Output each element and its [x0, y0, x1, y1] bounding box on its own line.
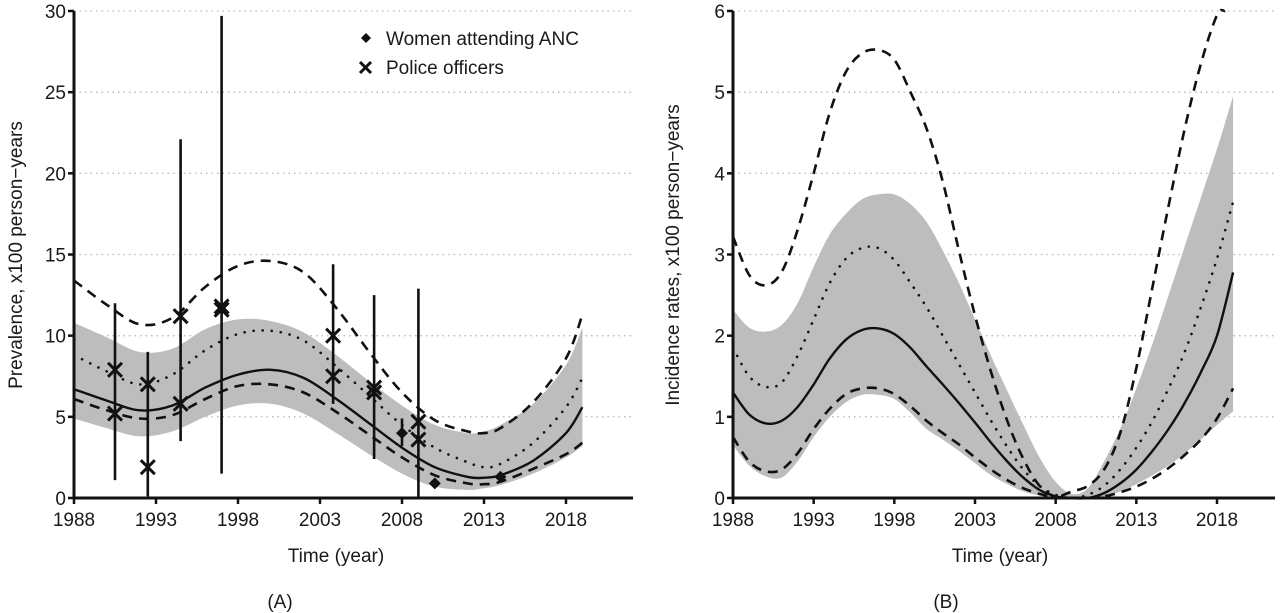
y-tick-label: 15	[45, 246, 66, 267]
confidence-band	[74, 318, 583, 490]
y-tick-label: 1	[714, 408, 725, 429]
series-line-solid	[732, 272, 1235, 500]
x-tick-label: 2008	[381, 510, 423, 531]
police-officers-point	[172, 308, 189, 325]
x-tick-label: 2008	[1035, 510, 1077, 531]
y-tick-label: 20	[45, 164, 66, 185]
y-tick-label: 30	[45, 2, 66, 23]
x-tick-label: 2003	[299, 510, 341, 531]
y-tick-label: 4	[714, 164, 725, 185]
anc-women-point	[494, 470, 507, 483]
y-axis-label: Incidence rates, x100 person−years	[663, 104, 684, 406]
police-officers-point	[325, 368, 342, 385]
police-officers-point	[139, 459, 156, 476]
y-tick-label: 5	[714, 83, 725, 104]
police-officers-point	[410, 413, 427, 430]
series-line-dashed	[73, 382, 584, 486]
police-officers-point	[366, 384, 383, 401]
y-tick-label: 3	[714, 246, 725, 267]
legend-label: Women attending ANC	[386, 29, 579, 50]
data-points	[106, 15, 507, 498]
y-axis-label: Prevalence, x100 person−years	[6, 121, 27, 389]
police-officers-point	[172, 395, 189, 412]
police-officers-point	[106, 361, 124, 378]
legend: Women attending ANC Police officers	[358, 29, 579, 79]
panel-b: 0 1 2 3 4 5 6 1988 1993 1998 2003 2008 2013 2018 Time…	[663, 2, 1275, 613]
x-tick-label: 1993	[793, 510, 835, 531]
police-officers-point	[325, 327, 342, 344]
anc-women-point	[428, 477, 441, 490]
x-tick-label: 2018	[545, 510, 587, 531]
y-tick-label: 10	[45, 327, 66, 348]
y-tick-label: 6	[714, 2, 725, 23]
axes	[727, 9, 1275, 504]
police-officers-point	[139, 376, 156, 393]
series-line-dashed	[731, 386, 1235, 500]
y-tick-label: 2	[714, 327, 725, 348]
confidence-band	[733, 96, 1234, 499]
police-officers-point	[106, 405, 124, 422]
tick-labels: 0 1 2 3 4 5 6 1988 1993 1998 2003 2008 2013 2018	[712, 2, 1238, 531]
x-tick-label: 2003	[954, 510, 996, 531]
police-officers-point	[410, 431, 427, 448]
legend-cross-marker	[358, 60, 373, 75]
axes	[68, 9, 633, 504]
police-officers-point	[213, 298, 230, 315]
y-tick-label: 0	[55, 489, 66, 510]
x-tick-label: 2018	[1196, 510, 1238, 531]
series-lines	[731, 8, 1235, 500]
series-line-dotted	[731, 200, 1235, 500]
x-tick-label: 1998	[873, 510, 915, 531]
x-axis-label: Time (year)	[952, 546, 1048, 567]
y-tick-label: 5	[55, 408, 66, 429]
x-tick-label: 1998	[217, 510, 259, 531]
police-officers-point	[366, 379, 383, 396]
series-line-dashed	[731, 8, 1226, 498]
panel-label: (A)	[267, 592, 292, 613]
police-officers-point	[213, 301, 230, 318]
confidence-band-group	[733, 96, 1234, 499]
x-axis-label: Time (year)	[288, 546, 384, 567]
x-tick-label: 2013	[1115, 510, 1157, 531]
x-tick-label: 1993	[135, 510, 177, 531]
y-tick-label: 25	[45, 83, 66, 104]
legend-label: Police officers	[386, 58, 504, 79]
legend-diamond-marker	[361, 33, 371, 43]
x-tick-label: 1988	[712, 510, 754, 531]
y-tick-label: 0	[714, 489, 725, 510]
anc-women-point	[396, 427, 408, 440]
panel-a: 0 5 10 15 20 25 30 1988 1993 1998 2003 2008 2013 2018…	[6, 2, 633, 613]
panel-label: (B)	[933, 592, 958, 613]
x-tick-label: 1988	[53, 510, 95, 531]
tick-labels: 0 5 10 15 20 25 30 1988 1993 1998 2003 2008 2013 2018	[45, 2, 587, 531]
x-tick-label: 2013	[463, 510, 505, 531]
series-line-dashed	[73, 259, 584, 435]
confidence-band-group	[74, 318, 583, 490]
